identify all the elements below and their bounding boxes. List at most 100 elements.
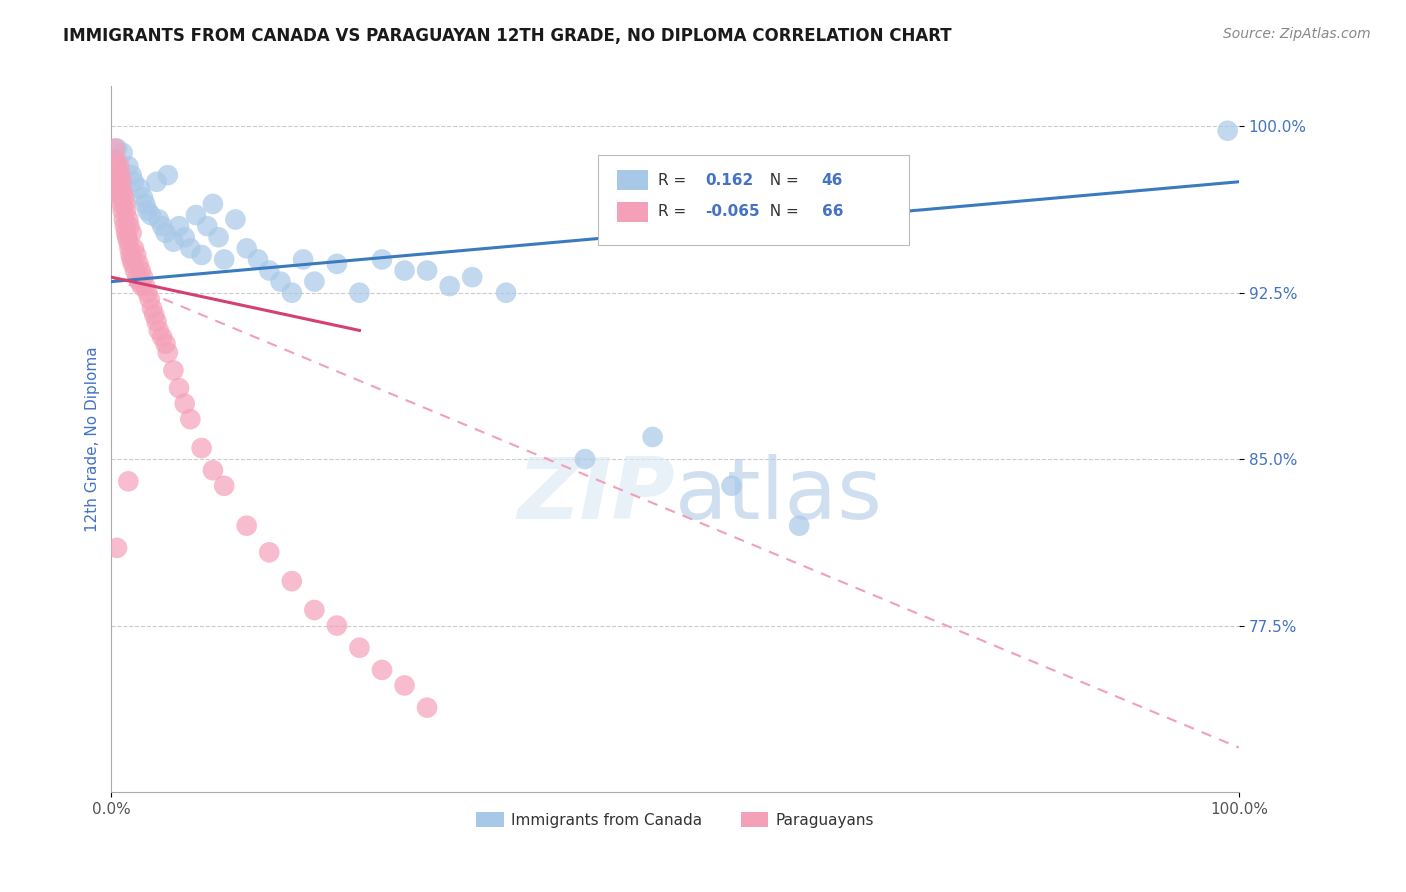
- Point: [136, 285, 159, 300]
- Point: [162, 235, 184, 249]
- Point: [167, 381, 190, 395]
- Point: [121, 252, 143, 267]
- Point: [118, 241, 141, 255]
- Point: [349, 640, 371, 655]
- Point: [416, 263, 439, 277]
- Point: [104, 153, 127, 167]
- Point: [110, 190, 132, 204]
- Point: [117, 235, 139, 249]
- Point: [128, 275, 150, 289]
- Point: [105, 168, 128, 182]
- Point: [105, 141, 128, 155]
- Point: [224, 212, 246, 227]
- Point: [371, 663, 394, 677]
- Point: [107, 181, 129, 195]
- Point: [104, 141, 127, 155]
- Text: -0.065: -0.065: [706, 204, 761, 219]
- Point: [131, 279, 153, 293]
- Point: [122, 241, 145, 255]
- Point: [235, 241, 257, 255]
- Point: [145, 175, 167, 189]
- Point: [439, 279, 461, 293]
- Point: [155, 336, 177, 351]
- Point: [115, 226, 138, 240]
- Point: [121, 168, 143, 182]
- Point: [128, 181, 150, 195]
- Bar: [617, 202, 648, 222]
- Point: [461, 270, 484, 285]
- Point: [127, 257, 149, 271]
- Point: [184, 208, 207, 222]
- Point: [641, 430, 664, 444]
- Point: [394, 263, 416, 277]
- Point: [190, 441, 212, 455]
- Point: [416, 700, 439, 714]
- Y-axis label: 12th Grade, No Diploma: 12th Grade, No Diploma: [86, 346, 100, 532]
- Point: [156, 168, 179, 182]
- Point: [141, 301, 163, 316]
- Point: [207, 230, 229, 244]
- Point: [190, 248, 212, 262]
- Point: [136, 203, 159, 218]
- Point: [107, 175, 129, 189]
- Point: [117, 475, 139, 489]
- Point: [150, 219, 173, 234]
- Point: [110, 168, 132, 182]
- Point: [112, 212, 135, 227]
- Point: [111, 203, 134, 218]
- Text: R =: R =: [658, 204, 692, 219]
- Point: [326, 618, 349, 632]
- Point: [574, 452, 596, 467]
- Point: [292, 252, 315, 267]
- Point: [179, 412, 201, 426]
- Point: [201, 463, 224, 477]
- Point: [173, 397, 195, 411]
- Point: [105, 159, 128, 173]
- Point: [201, 197, 224, 211]
- Point: [125, 248, 148, 262]
- Text: 66: 66: [821, 204, 844, 219]
- Point: [304, 603, 326, 617]
- Point: [259, 263, 281, 277]
- Point: [270, 275, 292, 289]
- Point: [167, 219, 190, 234]
- Point: [143, 308, 166, 322]
- Point: [110, 197, 132, 211]
- Point: [349, 285, 371, 300]
- Point: [235, 518, 257, 533]
- Text: N =: N =: [759, 204, 803, 219]
- Point: [148, 323, 170, 337]
- Point: [304, 275, 326, 289]
- Point: [117, 159, 139, 173]
- Point: [1216, 124, 1239, 138]
- Point: [259, 545, 281, 559]
- Point: [115, 230, 138, 244]
- Point: [155, 226, 177, 240]
- Point: [111, 186, 134, 200]
- Point: [134, 279, 156, 293]
- Point: [112, 190, 135, 204]
- Text: 46: 46: [821, 173, 844, 187]
- Point: [195, 219, 218, 234]
- Text: ZIP: ZIP: [517, 454, 675, 537]
- Text: 0.162: 0.162: [706, 173, 754, 187]
- Point: [110, 175, 132, 189]
- Point: [132, 270, 155, 285]
- Point: [118, 219, 141, 234]
- Text: R =: R =: [658, 173, 692, 187]
- Point: [720, 479, 742, 493]
- Point: [173, 230, 195, 244]
- Point: [371, 252, 394, 267]
- Text: Source: ZipAtlas.com: Source: ZipAtlas.com: [1223, 27, 1371, 41]
- Point: [108, 159, 131, 173]
- Point: [129, 263, 152, 277]
- Point: [139, 293, 162, 307]
- Point: [246, 252, 269, 267]
- Text: N =: N =: [759, 173, 803, 187]
- Point: [124, 263, 146, 277]
- Point: [150, 330, 173, 344]
- Point: [105, 541, 128, 555]
- Point: [162, 363, 184, 377]
- Text: atlas: atlas: [675, 454, 883, 537]
- Point: [108, 186, 131, 200]
